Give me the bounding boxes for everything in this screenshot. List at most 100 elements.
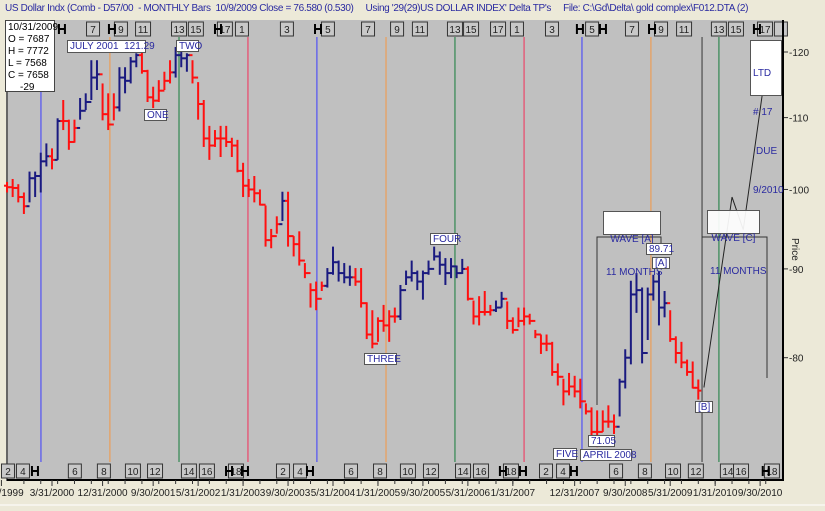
ohlc-bar xyxy=(403,270,410,292)
top-cycle-marker-label: 13 xyxy=(713,25,725,36)
ohlc-bar xyxy=(189,54,196,84)
ohlc-bar xyxy=(566,372,573,396)
annotation-wave-two: TWO xyxy=(176,40,202,52)
bottom-cycle-marker-label: 2 xyxy=(543,467,549,478)
bottom-bracket-marker xyxy=(569,466,578,476)
bottom-bracket-marker xyxy=(518,466,527,476)
ohlc-bar xyxy=(256,189,263,206)
ohlc-bar xyxy=(330,246,336,275)
x-tick-label: 1/31/2010 xyxy=(693,488,738,499)
ohlc-bar xyxy=(335,260,342,282)
bottom-cycle-marker-label: 18 xyxy=(230,467,242,478)
top-cycle-marker-label: 7 xyxy=(90,25,96,36)
bottom-cycle-marker-label: 16 xyxy=(735,467,747,478)
bottom-bracket-marker xyxy=(305,466,314,476)
bottom-cycle-marker xyxy=(422,463,439,479)
ohlc-bar xyxy=(144,69,151,102)
ohlc-bar xyxy=(172,46,179,78)
ohlc-bar xyxy=(549,341,556,376)
top-cycle-marker-label: 11 xyxy=(415,25,426,36)
top-cycle-marker xyxy=(171,21,188,37)
ohlc-bar xyxy=(301,259,308,279)
x-tick-label: 1/31/2007 xyxy=(491,488,536,499)
ohlc-bar xyxy=(245,178,252,198)
y-tick-label: -100 xyxy=(789,185,809,196)
ohlc-bar xyxy=(639,287,646,364)
wave-a-title: WAVE [A] xyxy=(610,234,654,245)
ohlc-bar xyxy=(481,290,488,316)
ohlc-bar xyxy=(49,148,55,170)
ohlc-bar xyxy=(352,268,359,286)
top-cycle-marker-label: 17 xyxy=(492,25,504,36)
bottom-cycle-marker-label: 16 xyxy=(201,467,213,478)
ohlc-bar xyxy=(307,272,314,308)
ohlc-bar xyxy=(588,407,595,440)
wave-c-duration: 11 MONTHS xyxy=(710,266,767,277)
wave-a-duration: 11 MONTHS xyxy=(606,267,663,278)
ohlc-bar xyxy=(313,281,320,311)
bottom-cycle-marker-label: 4 xyxy=(297,467,303,478)
bottom-cycle-marker xyxy=(147,463,164,479)
top-cycle-marker xyxy=(676,21,693,37)
top-cycle-marker-label: 17 xyxy=(219,25,231,36)
ohlc-bar xyxy=(358,268,365,308)
ohlc-bar xyxy=(436,251,443,275)
ohlc-bar xyxy=(695,379,702,400)
top-cycle-marker-label: 11 xyxy=(679,25,690,36)
ohlc-bar xyxy=(251,176,258,203)
bottom-cycle-marker-label: 14 xyxy=(457,467,469,478)
ohlc-bar xyxy=(532,319,539,339)
ohlc-bar xyxy=(234,139,241,173)
top-bracket-marker xyxy=(575,24,584,34)
ohlc-bar xyxy=(4,181,11,193)
ohlc-bar xyxy=(26,171,33,208)
ltd-due: DUE xyxy=(756,146,778,157)
annotation-wave-b-label: [B] xyxy=(695,401,713,413)
bottom-cycle-marker-label: 10 xyxy=(127,467,139,478)
ohlc-bar xyxy=(470,297,477,325)
bottom-cycle-marker-label: 8 xyxy=(377,467,383,478)
ltd-label: LTD xyxy=(753,68,772,79)
ohlc-bar xyxy=(155,80,162,102)
x-tick-label: 5/31/2004 xyxy=(311,488,356,499)
bottom-cycle-marker xyxy=(665,463,682,479)
bottom-cycle-marker-label: 18 xyxy=(766,467,778,478)
ohlc-bar xyxy=(678,341,685,369)
bottom-cycle-marker-label: 4 xyxy=(20,467,26,478)
ohlc-bar xyxy=(133,53,140,68)
bottom-cycle-marker-label: 6 xyxy=(72,467,78,478)
ohlc-bar xyxy=(324,268,331,288)
ohlc-bar xyxy=(644,287,651,354)
ohlc-bar xyxy=(369,310,376,349)
x-tick-label: 1/31/2005 xyxy=(356,488,401,499)
x-tick-label: 5/31/2009 xyxy=(648,488,693,499)
bottom-cycle-marker-label: 6 xyxy=(613,467,619,478)
annotation-wave-c-box: WAVE [C] 11 MONTHS xyxy=(707,210,767,277)
ohlc-bar xyxy=(262,203,269,247)
annotation-low-date: APRIL 2008 xyxy=(580,449,637,461)
ohlc-bar xyxy=(285,191,292,247)
top-bracket-marker xyxy=(57,24,66,34)
ohlc-bar xyxy=(71,119,78,143)
info-low: L = 7568 xyxy=(8,58,47,69)
x-axis: 6/30/19993/31/200012/31/20009/30/20015/3… xyxy=(0,480,783,499)
ohlc-bar xyxy=(32,171,39,198)
info-date: 10/31/2009 xyxy=(8,22,59,33)
y-tick-label: -80 xyxy=(789,354,804,365)
top-cycle-marker-label: 3 xyxy=(284,25,290,36)
top-cycle-marker xyxy=(490,21,507,37)
bottom-bracket-marker xyxy=(225,466,234,476)
ohlc-bar xyxy=(341,263,348,284)
x-tick-label: 12/31/2000 xyxy=(78,488,128,499)
ohlc-bar xyxy=(60,99,67,131)
bottom-cycle-marker xyxy=(399,463,416,479)
ohlc-bar xyxy=(627,280,634,365)
ohlc-bar xyxy=(582,400,589,415)
y-axis: -80 -90 -100 -110 -120 xyxy=(784,48,809,365)
ohlc-bar xyxy=(492,300,499,312)
ohlc-bar xyxy=(487,304,494,316)
bottom-cycle-marker-label: 8 xyxy=(642,467,648,478)
ohlc-bar xyxy=(183,53,190,72)
ohlc-bar xyxy=(560,375,567,406)
